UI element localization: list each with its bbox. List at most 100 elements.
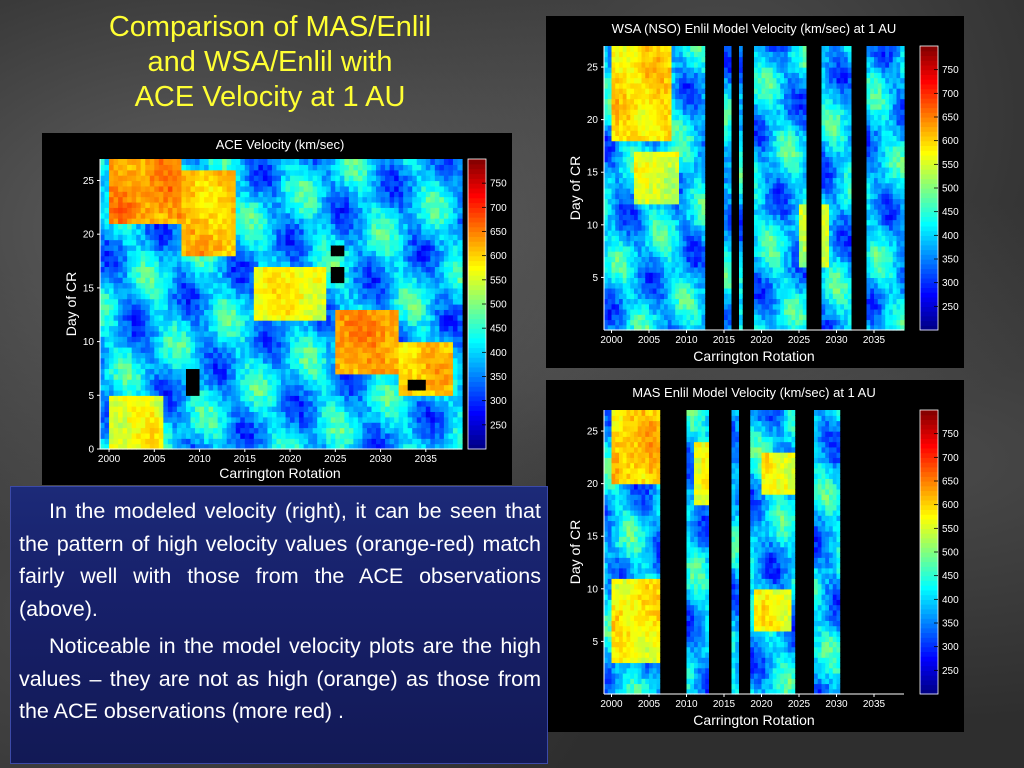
heatmap-cell bbox=[131, 432, 137, 439]
heatmap-cell bbox=[630, 240, 635, 247]
heatmap-cell bbox=[285, 169, 291, 176]
heatmap-cell bbox=[604, 109, 609, 115]
heatmap-cell bbox=[439, 218, 445, 225]
heatmap-cell bbox=[430, 304, 436, 310]
heatmap-cell bbox=[222, 207, 228, 214]
heatmap-cell bbox=[403, 180, 409, 187]
heatmap-cell bbox=[303, 411, 309, 418]
heatmap-cell bbox=[611, 193, 616, 200]
heatmap-cell bbox=[630, 230, 635, 236]
heatmap-cell bbox=[376, 304, 382, 310]
heatmap-cell bbox=[425, 406, 431, 413]
heatmap-cell bbox=[398, 320, 404, 327]
heatmap-cell bbox=[213, 218, 219, 225]
heatmap-cell bbox=[240, 373, 246, 380]
heatmap-cell bbox=[258, 266, 264, 273]
heatmap-cell bbox=[362, 175, 368, 182]
heatmap-cell bbox=[253, 379, 259, 386]
heatmap-cell bbox=[213, 373, 219, 380]
heatmap-cell bbox=[204, 336, 210, 343]
heatmap-cell bbox=[344, 325, 350, 332]
heatmap-cell bbox=[407, 212, 413, 219]
heatmap-cell bbox=[281, 325, 287, 332]
heatmap-cell bbox=[149, 432, 155, 439]
heatmap-cell bbox=[326, 277, 332, 284]
heatmap-cell bbox=[158, 159, 164, 165]
heatmap-cell bbox=[244, 373, 250, 380]
heatmap-cell bbox=[421, 212, 427, 219]
heatmap-cell bbox=[443, 384, 450, 391]
heatmap-cell bbox=[321, 244, 327, 251]
heatmap-cell bbox=[634, 130, 639, 137]
heatmap-cell bbox=[299, 282, 305, 289]
heatmap-cell bbox=[637, 240, 643, 247]
heatmap-cell bbox=[303, 159, 309, 165]
heatmap-cell bbox=[394, 352, 400, 359]
heatmap-cell bbox=[339, 239, 345, 246]
heatmap-cell bbox=[195, 330, 201, 337]
heatmap-cell bbox=[434, 346, 440, 353]
heatmap-cell bbox=[330, 244, 336, 251]
heatmap-cell bbox=[321, 325, 327, 332]
heatmap-cell bbox=[366, 228, 373, 235]
heatmap-cell bbox=[371, 330, 377, 337]
heatmap-cell bbox=[195, 384, 201, 391]
heatmap-cell bbox=[366, 416, 373, 423]
heatmap-cell bbox=[294, 443, 300, 450]
heatmap-cell bbox=[167, 357, 174, 364]
heatmap-cell bbox=[407, 223, 413, 230]
heatmap-cell bbox=[308, 261, 314, 268]
heatmap-cell bbox=[299, 406, 305, 413]
heatmap-cell bbox=[176, 363, 183, 370]
colorbar-step bbox=[468, 289, 486, 295]
heatmap-cell bbox=[335, 389, 341, 396]
heatmap-cell bbox=[222, 196, 228, 203]
heatmap-cell bbox=[213, 320, 219, 327]
heatmap-cell bbox=[448, 185, 454, 192]
heatmap-cell bbox=[321, 169, 327, 176]
heatmap-cell bbox=[104, 282, 110, 289]
heatmap-cell bbox=[258, 175, 264, 182]
heatmap-cell bbox=[167, 175, 174, 182]
heatmap-cell bbox=[412, 379, 418, 386]
heatmap-cell bbox=[634, 256, 639, 263]
heatmap-cell bbox=[326, 175, 332, 182]
heatmap-cell bbox=[204, 228, 210, 235]
heatmap-cell bbox=[317, 159, 323, 165]
heatmap-cell bbox=[127, 212, 133, 219]
colorbar-step bbox=[468, 381, 486, 387]
heatmap-cell bbox=[262, 271, 269, 278]
heatmap-cell bbox=[158, 293, 164, 300]
heatmap-cell bbox=[353, 330, 359, 337]
heatmap-cell bbox=[226, 320, 232, 327]
heatmap-cell bbox=[285, 218, 291, 225]
heatmap-cell bbox=[611, 282, 616, 289]
heatmap-cell bbox=[626, 198, 631, 205]
heatmap-cell bbox=[136, 427, 142, 434]
heatmap-cell bbox=[326, 169, 332, 176]
heatmap-cell bbox=[452, 201, 459, 208]
heatmap-cell bbox=[403, 363, 409, 370]
heatmap-cell bbox=[330, 255, 336, 262]
heatmap-cell bbox=[267, 336, 273, 343]
heatmap-cell bbox=[281, 416, 287, 423]
heatmap-cell bbox=[145, 244, 151, 251]
heatmap-cell bbox=[317, 346, 323, 353]
heatmap-cell bbox=[136, 223, 142, 230]
heatmap-cell bbox=[376, 228, 382, 235]
heatmap-cell bbox=[626, 166, 631, 173]
heatmap-cell bbox=[335, 164, 341, 171]
heatmap-cell bbox=[271, 411, 278, 418]
heatmap-cell bbox=[208, 180, 214, 187]
heatmap-cell bbox=[317, 282, 323, 289]
heatmap-cell bbox=[303, 175, 309, 182]
heatmap-cell bbox=[326, 411, 332, 418]
heatmap-cell bbox=[371, 336, 377, 343]
heatmap-cell bbox=[127, 287, 133, 294]
heatmap-cell bbox=[167, 352, 174, 359]
heatmap-cell bbox=[330, 438, 336, 445]
heatmap-cell bbox=[208, 373, 214, 380]
heatmap-cell bbox=[371, 261, 377, 268]
heatmap-cell bbox=[376, 234, 382, 241]
heatmap-cell bbox=[181, 228, 187, 235]
